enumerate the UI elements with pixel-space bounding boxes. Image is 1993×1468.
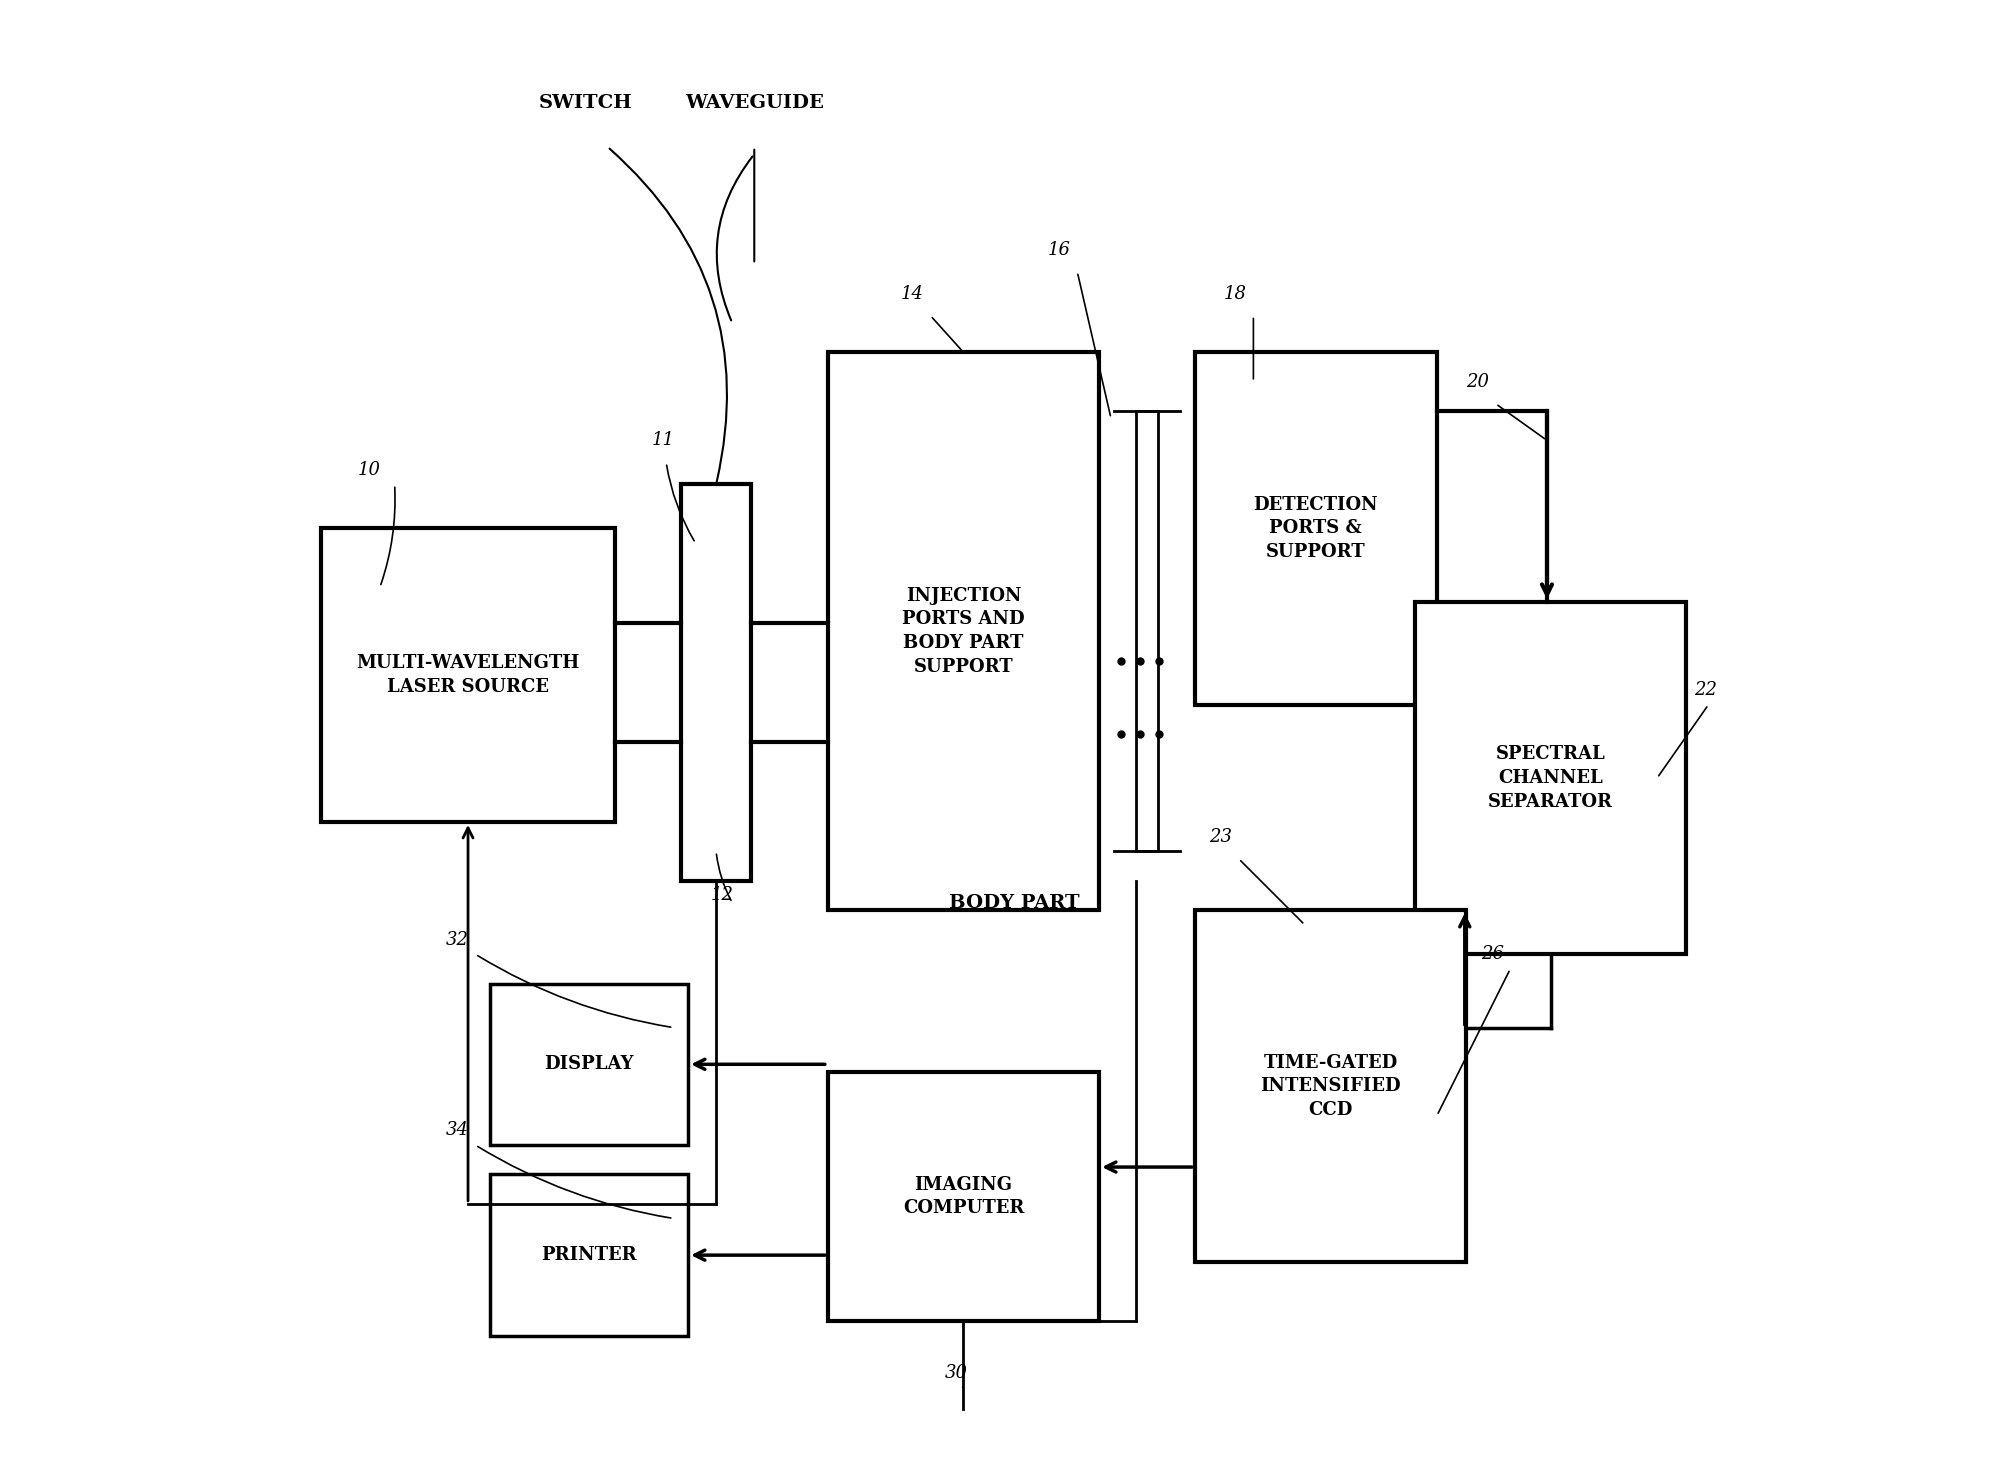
Text: DISPLAY: DISPLAY bbox=[544, 1055, 634, 1073]
Text: WAVEGUIDE: WAVEGUIDE bbox=[686, 94, 823, 112]
Text: PRINTER: PRINTER bbox=[542, 1246, 638, 1264]
Text: 12: 12 bbox=[710, 887, 733, 904]
Text: SPECTRAL
CHANNEL
SEPARATOR: SPECTRAL CHANNEL SEPARATOR bbox=[1489, 746, 1612, 810]
Text: 34: 34 bbox=[446, 1122, 468, 1139]
Text: TIME-GATED
INTENSIFIED
CCD: TIME-GATED INTENSIFIED CCD bbox=[1260, 1054, 1401, 1119]
Text: 10: 10 bbox=[359, 461, 381, 479]
Text: 16: 16 bbox=[1048, 241, 1070, 258]
Text: 22: 22 bbox=[1694, 681, 1716, 699]
Text: BODY PART: BODY PART bbox=[949, 894, 1080, 912]
Text: IMAGING
COMPUTER: IMAGING COMPUTER bbox=[903, 1176, 1024, 1217]
Text: 18: 18 bbox=[1224, 285, 1248, 302]
Text: 11: 11 bbox=[652, 432, 674, 449]
Text: MULTI-WAVELENGTH
LASER SOURCE: MULTI-WAVELENGTH LASER SOURCE bbox=[357, 655, 580, 696]
Text: 26: 26 bbox=[1481, 945, 1505, 963]
Text: SWITCH: SWITCH bbox=[538, 94, 632, 112]
Text: 32: 32 bbox=[446, 931, 468, 948]
Text: 14: 14 bbox=[901, 285, 925, 302]
Text: INJECTION
PORTS AND
BODY PART
SUPPORT: INJECTION PORTS AND BODY PART SUPPORT bbox=[903, 587, 1024, 675]
Text: DETECTION
PORTS &
SUPPORT: DETECTION PORTS & SUPPORT bbox=[1254, 496, 1377, 561]
Text: 23: 23 bbox=[1210, 828, 1232, 846]
FancyBboxPatch shape bbox=[682, 484, 751, 881]
FancyBboxPatch shape bbox=[827, 352, 1100, 910]
Text: 30: 30 bbox=[945, 1364, 969, 1381]
FancyBboxPatch shape bbox=[827, 1072, 1100, 1321]
FancyBboxPatch shape bbox=[1194, 352, 1437, 705]
FancyBboxPatch shape bbox=[490, 1174, 688, 1336]
Text: 20: 20 bbox=[1467, 373, 1489, 390]
FancyBboxPatch shape bbox=[1194, 910, 1467, 1262]
FancyBboxPatch shape bbox=[321, 528, 614, 822]
FancyBboxPatch shape bbox=[1415, 602, 1686, 954]
FancyBboxPatch shape bbox=[490, 984, 688, 1145]
